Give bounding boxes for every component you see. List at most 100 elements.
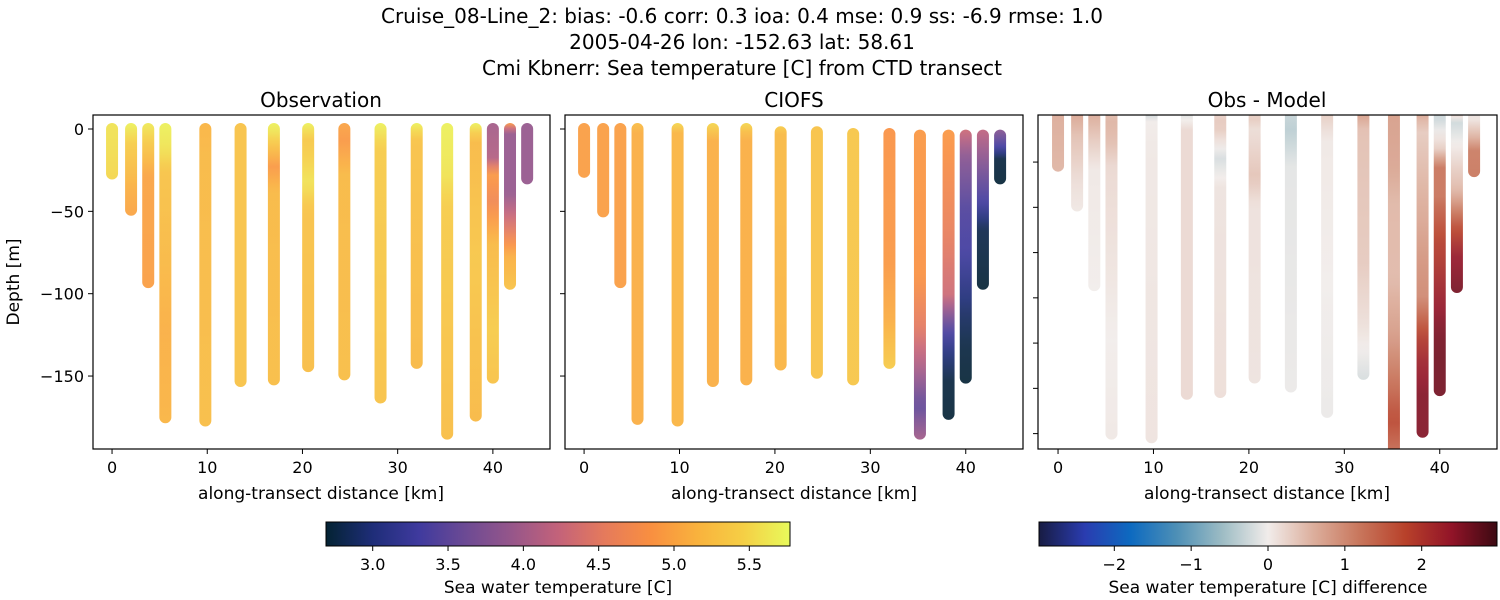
profile-mark-5.6km bbox=[631, 122, 644, 425]
difference-panel: Obs - Model along-transect distance [km]… bbox=[1033, 88, 1498, 504]
suptitle-line-3: Cmi Kbnerr: Sea temperature [C] from CTD… bbox=[482, 56, 1002, 80]
profile-mark-20.6km bbox=[774, 126, 787, 371]
x-tick-label: 30 bbox=[387, 458, 407, 477]
profile-mark-17km bbox=[740, 122, 753, 386]
x-axis-label: along-transect distance [km] bbox=[1144, 484, 1390, 504]
profile-mark-20.6km bbox=[302, 122, 315, 373]
colorbar-tick-label: −2 bbox=[1103, 555, 1127, 574]
profile-mark-40km bbox=[959, 129, 972, 384]
x-tick-label: 0 bbox=[107, 458, 117, 477]
y-tick-label: −150 bbox=[40, 367, 84, 386]
profile-mark-32km bbox=[410, 122, 423, 369]
x-tick-label: 20 bbox=[1239, 458, 1259, 477]
profile-mark-40km bbox=[486, 122, 499, 384]
x-tick-label: 10 bbox=[197, 458, 217, 477]
y-tick-label: 0 bbox=[74, 120, 84, 139]
profile-mark-43.6km bbox=[521, 122, 534, 185]
profile-mark-9.8km bbox=[671, 122, 684, 427]
x-tick-label: 30 bbox=[860, 458, 880, 477]
profile-mark-24.4km bbox=[1284, 115, 1297, 393]
colorbar-tick-label: 3.5 bbox=[435, 555, 460, 574]
profile-mark-20.6km bbox=[1248, 115, 1261, 384]
profile-mark-38.2km bbox=[1416, 115, 1429, 438]
colorbar-tick-label: 5.0 bbox=[661, 555, 686, 574]
profile-mark-13.5km bbox=[1180, 115, 1193, 400]
colorbar-label: Sea water temperature [C] bbox=[444, 578, 672, 598]
ciofs-panel: CIOFS along-transect distance [km] 0 10 20… bbox=[560, 88, 1024, 504]
colorbar-tick-label: 1 bbox=[1340, 555, 1350, 574]
profile-mark-35.2km bbox=[913, 129, 926, 440]
profile-mark-32km bbox=[1357, 115, 1370, 380]
profile-mark-9.8km bbox=[199, 122, 212, 427]
colorbar-tick-label: 5.5 bbox=[737, 555, 762, 574]
profile-mark-13.5km bbox=[706, 122, 719, 387]
x-tick-label: 20 bbox=[292, 458, 312, 477]
x-axis-label: along-transect distance [km] bbox=[671, 484, 917, 504]
profile-mark-38.2km bbox=[942, 129, 955, 420]
difference-colorbar: Sea water temperature [C] difference −2 −… bbox=[1038, 521, 1498, 598]
profile-mark-38.2km bbox=[469, 122, 482, 422]
profile-mark-17km bbox=[267, 122, 280, 386]
profile-mark-43.6km bbox=[994, 129, 1007, 185]
x-tick-label: 10 bbox=[669, 458, 689, 477]
profile-mark-40km bbox=[1433, 115, 1446, 397]
suptitle-line-2: 2005-04-26 lon: -152.63 lat: 58.61 bbox=[569, 30, 915, 54]
profile-mark-28.2km bbox=[847, 127, 860, 386]
profile-mark-5.6km bbox=[1105, 115, 1118, 440]
profile-mark-0km bbox=[106, 122, 119, 180]
colorbar-tick-label: −1 bbox=[1179, 555, 1203, 574]
profile-mark-28.2km bbox=[374, 122, 387, 404]
profile-mark-3.8km bbox=[1088, 115, 1101, 292]
x-tick-label: 40 bbox=[956, 458, 976, 477]
profile-mark-0km bbox=[1052, 115, 1065, 172]
colorbar-label: Sea water temperature [C] difference bbox=[1108, 578, 1427, 598]
x-tick-label: 40 bbox=[1430, 458, 1450, 477]
profile-mark-0km bbox=[578, 122, 591, 178]
axes-frame bbox=[92, 114, 551, 450]
profile-mark-2km bbox=[1071, 115, 1084, 212]
y-tick-label: −100 bbox=[40, 285, 84, 304]
profiles bbox=[578, 122, 1007, 440]
axes-frame bbox=[564, 114, 1024, 450]
profile-mark-28.2km bbox=[1321, 115, 1334, 418]
panel-title-ciofs: CIOFS bbox=[764, 88, 823, 112]
profile-mark-9.8km bbox=[1145, 115, 1158, 444]
profile-mark-17km bbox=[1214, 115, 1227, 398]
profile-mark-35.2km bbox=[441, 122, 454, 440]
profile-mark-41.8km bbox=[976, 129, 989, 290]
profile-mark-3.8km bbox=[142, 122, 155, 289]
x-tick-label: 40 bbox=[483, 458, 503, 477]
colorbar-tick-label: 2 bbox=[1417, 555, 1427, 574]
panel-title-observation: Observation bbox=[260, 88, 382, 112]
profile-mark-3.8km bbox=[614, 122, 627, 289]
profile-mark-41.8km bbox=[1450, 115, 1463, 293]
axes-frame bbox=[1037, 114, 1498, 450]
x-tick-label: 0 bbox=[1053, 458, 1063, 477]
profile-mark-5.6km bbox=[159, 122, 172, 424]
profile-mark-24.4km bbox=[810, 126, 823, 379]
colorbar-tick-label: 4.5 bbox=[586, 555, 611, 574]
suptitle-line-1: Cruise_08-Line_2: bias: -0.6 corr: 0.3 i… bbox=[381, 4, 1103, 28]
observation-panel: Observation along-transect distance [km]… bbox=[4, 88, 551, 504]
profile-mark-35.2km bbox=[1387, 115, 1400, 449]
x-tick-label: 30 bbox=[1334, 458, 1354, 477]
profiles bbox=[1052, 115, 1481, 449]
profiles bbox=[106, 122, 534, 440]
colorbar-tick-label: 4.0 bbox=[511, 555, 536, 574]
profile-mark-32km bbox=[883, 127, 896, 369]
profile-mark-41.8km bbox=[504, 122, 517, 290]
x-tick-label: 0 bbox=[579, 458, 589, 477]
colorbar-tick-label: 3.0 bbox=[360, 555, 385, 574]
colorbar-tick-label: 0 bbox=[1263, 555, 1273, 574]
x-tick-label: 20 bbox=[765, 458, 785, 477]
temperature-colorbar: Sea water temperature [C] 3.0 3.5 4.0 4.5 5.… bbox=[325, 521, 791, 598]
x-axis-label: along-transect distance [km] bbox=[198, 484, 444, 504]
profile-mark-24.4km bbox=[338, 122, 351, 381]
colorbar-gradient bbox=[1038, 521, 1498, 547]
y-tick-label: −50 bbox=[50, 202, 84, 221]
x-tick-label: 10 bbox=[1143, 458, 1163, 477]
colorbar-gradient bbox=[325, 521, 791, 547]
profile-mark-2km bbox=[125, 122, 138, 216]
y-axis-label: Depth [m] bbox=[4, 238, 24, 325]
